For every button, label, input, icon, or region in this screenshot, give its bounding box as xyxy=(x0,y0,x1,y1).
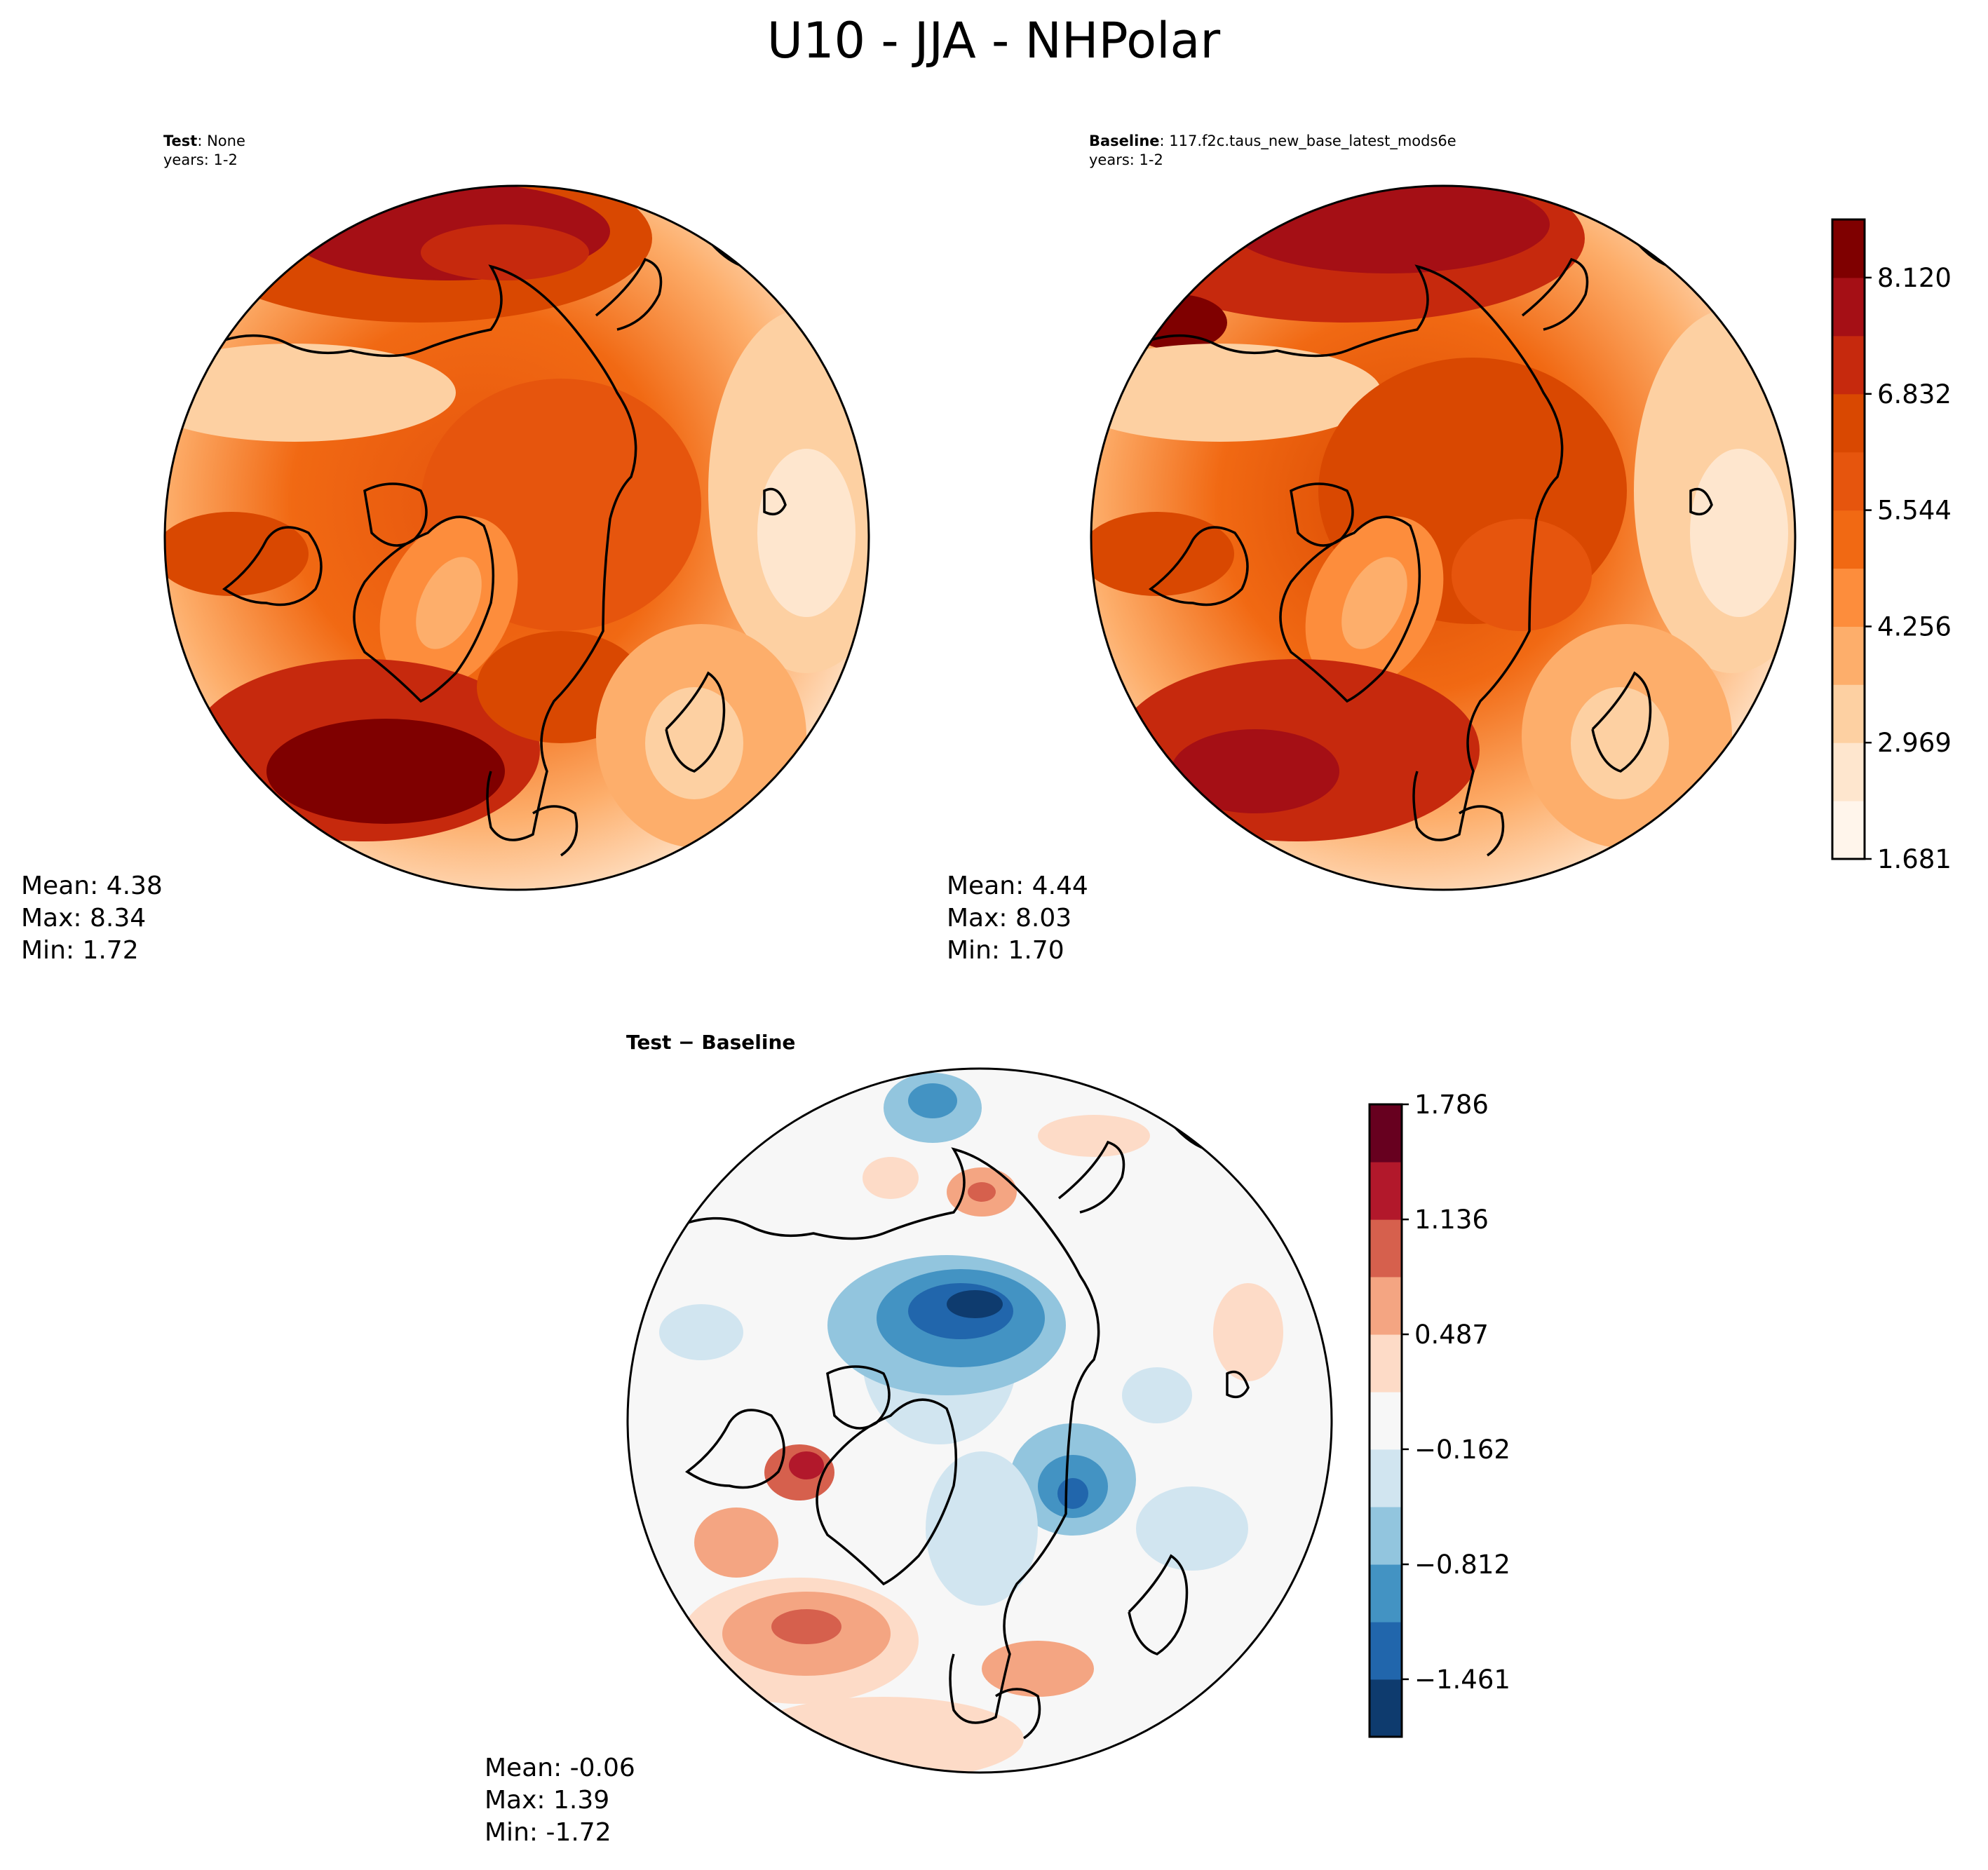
colorbar-frame xyxy=(1368,1103,1403,1738)
colorbar-swatch xyxy=(1832,743,1865,801)
difference-panel-label: Test − Baseline xyxy=(626,1031,795,1054)
test-panel-years: years: 1-2 xyxy=(163,151,238,168)
colorbar-swatch xyxy=(1832,801,1865,860)
colorbar-swatch xyxy=(1370,1564,1402,1622)
test-label-rest: : None xyxy=(197,133,245,149)
colorbar-tick-label: −0.162 xyxy=(1414,1435,1510,1465)
colorbar-swatch xyxy=(1370,1449,1402,1507)
baseline-colorbar: 8.120 6.832 5.544 4.256 2.969 1.681 xyxy=(1831,218,1952,874)
colorbar-tick-label: 1.681 xyxy=(1877,844,1952,874)
colorbar-tick-label: 5.544 xyxy=(1877,496,1952,526)
test-label-bold: Test xyxy=(163,133,197,149)
baseline-panel-years: years: 1-2 xyxy=(1089,151,1163,168)
baseline-stat-mean: Mean: 4.44 xyxy=(947,872,1088,900)
colorbar-swatch xyxy=(1832,684,1865,743)
difference-map-field xyxy=(628,1069,1332,1773)
colorbar-tick-label: 1.786 xyxy=(1414,1090,1489,1120)
colorbar-tick-label: 0.487 xyxy=(1414,1320,1489,1350)
baseline-map-field xyxy=(1091,186,1795,890)
test-map-field xyxy=(165,186,869,890)
colorbar-swatch xyxy=(1832,452,1865,511)
colorbar-swatch xyxy=(1370,1392,1402,1450)
colorbar-swatch xyxy=(1370,1104,1402,1163)
colorbar-tick-label: −0.812 xyxy=(1414,1550,1510,1580)
difference-stat-max: Max: 1.39 xyxy=(485,1786,609,1815)
colorbar-swatch xyxy=(1370,1162,1402,1220)
colorbar-tick-label: 2.969 xyxy=(1877,728,1952,758)
figure-title: U10 - JJA - NHPolar xyxy=(767,12,1221,69)
difference-map-boundary xyxy=(626,1067,1333,1774)
colorbar-swatch xyxy=(1832,335,1865,395)
baseline-panel: Baseline: 117.f2c.taus_new_base_latest_m… xyxy=(947,133,1797,965)
difference-stat-min: Min: -1.72 xyxy=(485,1818,611,1847)
colorbar-swatch xyxy=(1832,568,1865,627)
colorbar-swatch xyxy=(1832,393,1865,453)
test-stat-max: Max: 8.34 xyxy=(21,904,146,933)
colorbar-swatch xyxy=(1832,277,1865,337)
baseline-map-boundary xyxy=(1090,184,1797,891)
difference-panel: Test − Baseline xyxy=(485,1031,1333,1847)
test-panel-label: Test: None xyxy=(163,133,245,149)
test-stat-mean: Mean: 4.38 xyxy=(21,872,163,900)
test-map-boundary xyxy=(163,184,870,891)
baseline-panel-label: Baseline: 117.f2c.taus_new_base_latest_m… xyxy=(1089,133,1456,150)
colorbar-tick-label: 6.832 xyxy=(1877,379,1952,409)
colorbar-swatch xyxy=(1370,1219,1402,1278)
test-panel: Test: None years: 1-2 xyxy=(21,133,870,965)
colorbar-swatch xyxy=(1370,1506,1402,1565)
colorbar-tick-label: 8.120 xyxy=(1877,263,1952,293)
colorbar-tick-label: 1.136 xyxy=(1414,1205,1489,1235)
colorbar-tick-label: 4.256 xyxy=(1877,611,1952,642)
colorbar-swatch xyxy=(1832,510,1865,569)
colorbar-frame xyxy=(1831,218,1866,860)
difference-colorbar: 1.786 1.136 0.487 −0.162 −0.812 −1.461 xyxy=(1368,1090,1510,1738)
colorbar-swatch xyxy=(1370,1276,1402,1335)
colorbar-swatch xyxy=(1370,1622,1402,1680)
baseline-label-bold: Baseline xyxy=(1089,133,1160,149)
colorbar-tick-label: −1.461 xyxy=(1414,1665,1510,1695)
colorbar-swatch xyxy=(1832,626,1865,685)
test-stat-min: Min: 1.72 xyxy=(21,936,139,965)
difference-stat-mean: Mean: -0.06 xyxy=(485,1754,635,1782)
colorbar-swatch xyxy=(1832,219,1865,278)
baseline-stat-min: Min: 1.70 xyxy=(947,936,1064,965)
colorbar-swatch xyxy=(1370,1679,1402,1737)
baseline-stat-max: Max: 8.03 xyxy=(947,904,1071,933)
colorbar-swatch xyxy=(1370,1334,1402,1393)
test-coastlines xyxy=(222,224,787,857)
baseline-label-rest: : 117.f2c.taus_new_base_latest_mods6e xyxy=(1160,133,1456,150)
